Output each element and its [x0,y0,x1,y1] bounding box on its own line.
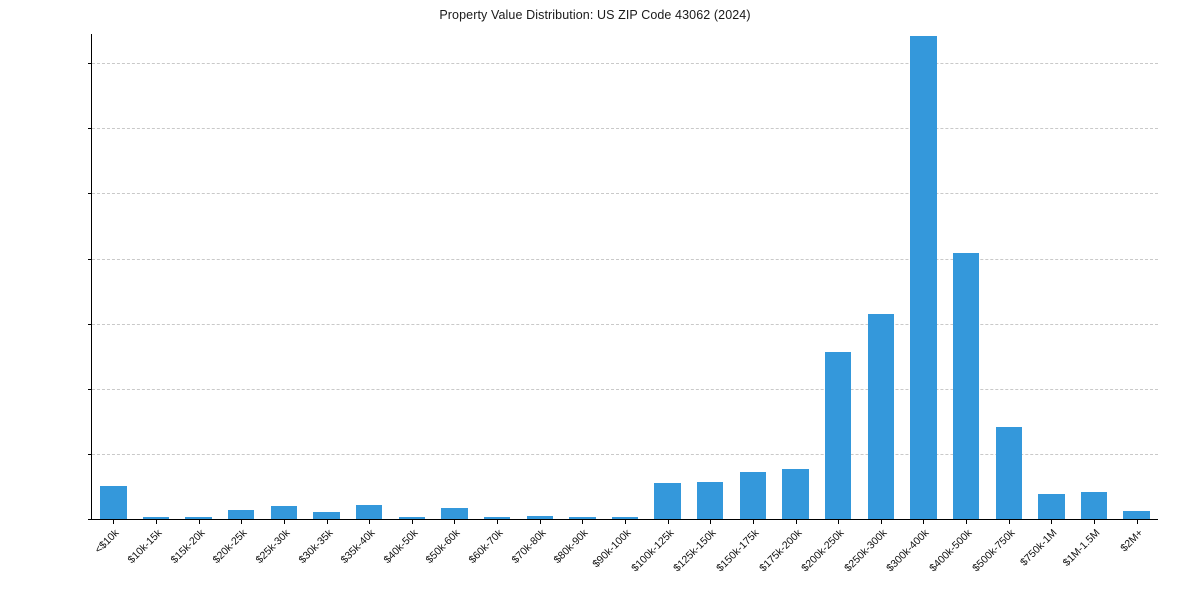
x-tick-label: $40k-50k [381,527,421,567]
x-tick-mark [198,519,200,524]
y-tick-mark [88,258,92,260]
x-tick-label: $30k-35k [295,527,336,567]
y-tick-mark [88,388,92,390]
gridline [92,258,1158,260]
y-axis-line [91,34,92,520]
x-tick-label: $100k-125k [628,527,677,575]
x-tick-mark [966,519,968,524]
bar[interactable] [185,516,212,519]
gridline [92,193,1158,195]
bar[interactable] [142,516,170,519]
bar[interactable] [995,426,1022,519]
bar[interactable] [1038,494,1065,519]
bar[interactable] [483,516,511,519]
x-tick-mark [923,519,925,524]
x-tick-label: $150k-175k [714,527,762,575]
plot-area: Number of Properties 04008001,2001,6002,… [88,34,1158,520]
bar[interactable] [441,507,468,519]
x-tick-mark [582,519,584,524]
x-tick-mark [625,519,626,524]
x-tick-label: $125k-150k [671,527,719,575]
bar[interactable] [313,511,340,519]
x-tick-mark [155,519,157,524]
bar[interactable] [867,314,895,519]
bar[interactable] [1080,492,1108,519]
chart-title: Property Value Distribution: US ZIP Code… [439,8,751,22]
gridline [92,453,1158,455]
x-tick-mark [795,519,797,524]
x-tick-mark [454,519,456,524]
x-tick-mark [497,519,499,524]
chart-figure: Property Value Distribution: US ZIP Code… [88,8,1158,575]
x-tick-label: $35k-40k [338,527,378,567]
x-tick-mark [1051,519,1053,524]
bar[interactable] [654,482,681,519]
bar[interactable] [910,36,937,519]
x-tick-mark [710,519,712,524]
x-tick-label: $10k-15k [125,527,165,567]
x-tick-mark [411,519,413,524]
x-tick-mark [113,519,115,524]
x-axis-line [91,519,1158,520]
x-tick-mark [283,519,285,524]
x-tick-mark [326,519,328,524]
x-tick-label: $400k-500k [927,527,975,575]
bar[interactable] [569,517,596,519]
bar[interactable] [782,469,809,519]
bar[interactable] [824,352,852,519]
x-tick-mark [667,519,669,524]
bar[interactable] [398,516,425,519]
x-tick-mark [369,519,371,524]
gridline [92,388,1158,390]
gridline [92,323,1158,325]
x-tick-label: $25k-30k [253,527,293,567]
bar[interactable] [228,509,255,519]
x-tick-label: $300k-400k [884,527,932,575]
y-tick-mark [88,519,92,520]
x-tick-mark [539,519,541,524]
x-tick-mark [838,519,840,524]
x-tick-mark [880,519,882,524]
x-tick-label: $2M+ [1117,527,1146,555]
bar[interactable] [526,515,553,519]
x-tick-label: $1M-1.5M [1060,527,1103,569]
bar[interactable] [270,506,298,519]
x-tick-label: $80k-90k [551,527,591,567]
gridline [92,128,1158,130]
x-tick-label: $175k-200k [756,527,805,575]
x-tick-label: $250k-300k [842,527,890,575]
x-tick-label: $20k-25k [210,527,250,567]
bar[interactable] [697,481,724,519]
x-tick-mark [752,519,754,524]
y-tick-mark [88,323,92,325]
bar[interactable] [1123,510,1150,519]
x-tick-label: $500k-750k [969,527,1018,575]
bar[interactable] [100,485,127,519]
bar[interactable] [952,252,980,519]
x-tick-label: $200k-250k [799,527,847,575]
x-tick-label: $50k-60k [423,527,463,567]
gridline [92,63,1158,65]
y-tick-mark [88,453,92,455]
x-tick-label: $90k-100k [590,527,634,571]
x-tick-label: $750k-1M [1018,527,1060,569]
bar[interactable] [739,472,767,519]
y-tick-mark [88,63,92,65]
x-tick-label: <$10k [92,527,122,556]
y-tick-mark [88,128,92,130]
y-tick-mark [88,193,92,195]
bar[interactable] [611,516,639,519]
x-tick-label: $70k-80k [509,527,549,567]
x-tick-mark [1094,519,1096,524]
x-tick-label: $15k-20k [168,527,208,567]
x-tick-mark [1136,519,1138,524]
x-tick-label: $60k-70k [466,527,506,567]
x-tick-mark [1008,519,1010,524]
bar[interactable] [355,504,383,519]
x-tick-mark [241,519,243,524]
